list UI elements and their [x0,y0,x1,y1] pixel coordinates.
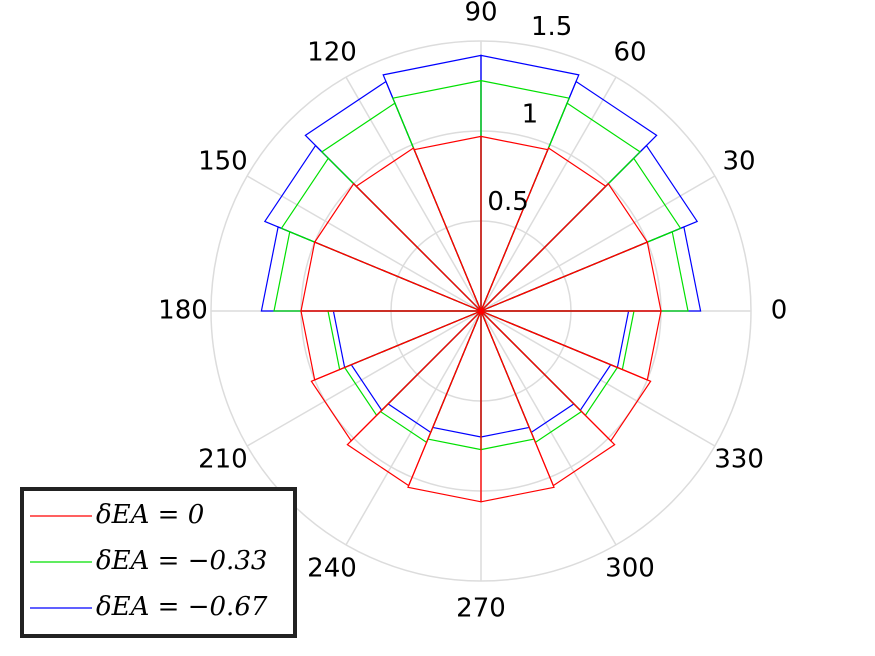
legend-label: δEA = 0 [96,500,204,530]
rose-bin [387,310,482,434]
rose-bin [480,157,682,312]
theta-tick-label: 180 [158,296,208,326]
rose-bin [407,310,482,503]
theta-tick-label: 270 [456,594,506,624]
legend: δEA = 0 δEA = −0.33 δEA = −0.67 [20,487,297,638]
rose-bin [480,310,612,412]
theta-tick-label: 150 [198,147,248,177]
rose-bin [480,310,635,371]
rose-bin [480,135,549,312]
rose-bin [427,310,482,451]
rose-bin [480,310,555,503]
theta-tick-label: 300 [605,554,655,584]
rose-bin [480,310,662,381]
theta-tick-label: 240 [307,554,357,584]
grid-spoke [480,310,617,546]
rose-bin [313,182,482,312]
rose-bin [260,226,482,312]
rose-bin [355,147,482,312]
rose-bin [327,310,482,371]
rose-bin [263,144,482,312]
rose-bin [280,157,482,312]
rose-bin [304,80,482,312]
rose-bin [320,102,482,312]
theta-tick-label: 30 [723,147,756,177]
grid-spoke [480,76,617,312]
rose-bin [480,310,630,369]
grid-spoke [246,175,482,312]
theta-tick-label: 0 [771,296,788,326]
rose-bin [350,310,482,412]
r-tick-label: 1 [522,100,539,130]
rose-bin [480,226,702,312]
rose-bin [391,79,482,312]
theta-tick-label: 330 [714,445,764,475]
theta-tick-label: 210 [198,445,248,475]
r-tick-label: 1.5 [531,12,572,42]
rose-bin [413,135,482,312]
grid-spoke [480,175,716,312]
grid-spoke [480,310,716,447]
legend-label: δEA = −0.67 [96,592,268,622]
grid-spoke [345,76,482,312]
theta-tick-label: 120 [307,37,357,67]
rose-bin [480,310,535,451]
rose-bin [480,310,619,417]
grid-spoke [345,310,482,546]
theta-tick-label: 90 [464,0,497,28]
theta-tick-label: 60 [613,37,646,67]
rose-bin [480,54,580,312]
rose-bin [343,310,482,417]
r-tick-label: 0.5 [487,187,528,217]
grid-spoke [246,310,482,447]
rose-bin [480,310,583,444]
rose-bin [480,147,607,312]
legend-label: δEA = −0.33 [96,546,267,576]
rose-bin [480,310,575,434]
rose-bin [480,144,699,312]
rose-bin [332,310,482,369]
rose-bin [379,310,482,444]
rose-bin [382,54,482,312]
